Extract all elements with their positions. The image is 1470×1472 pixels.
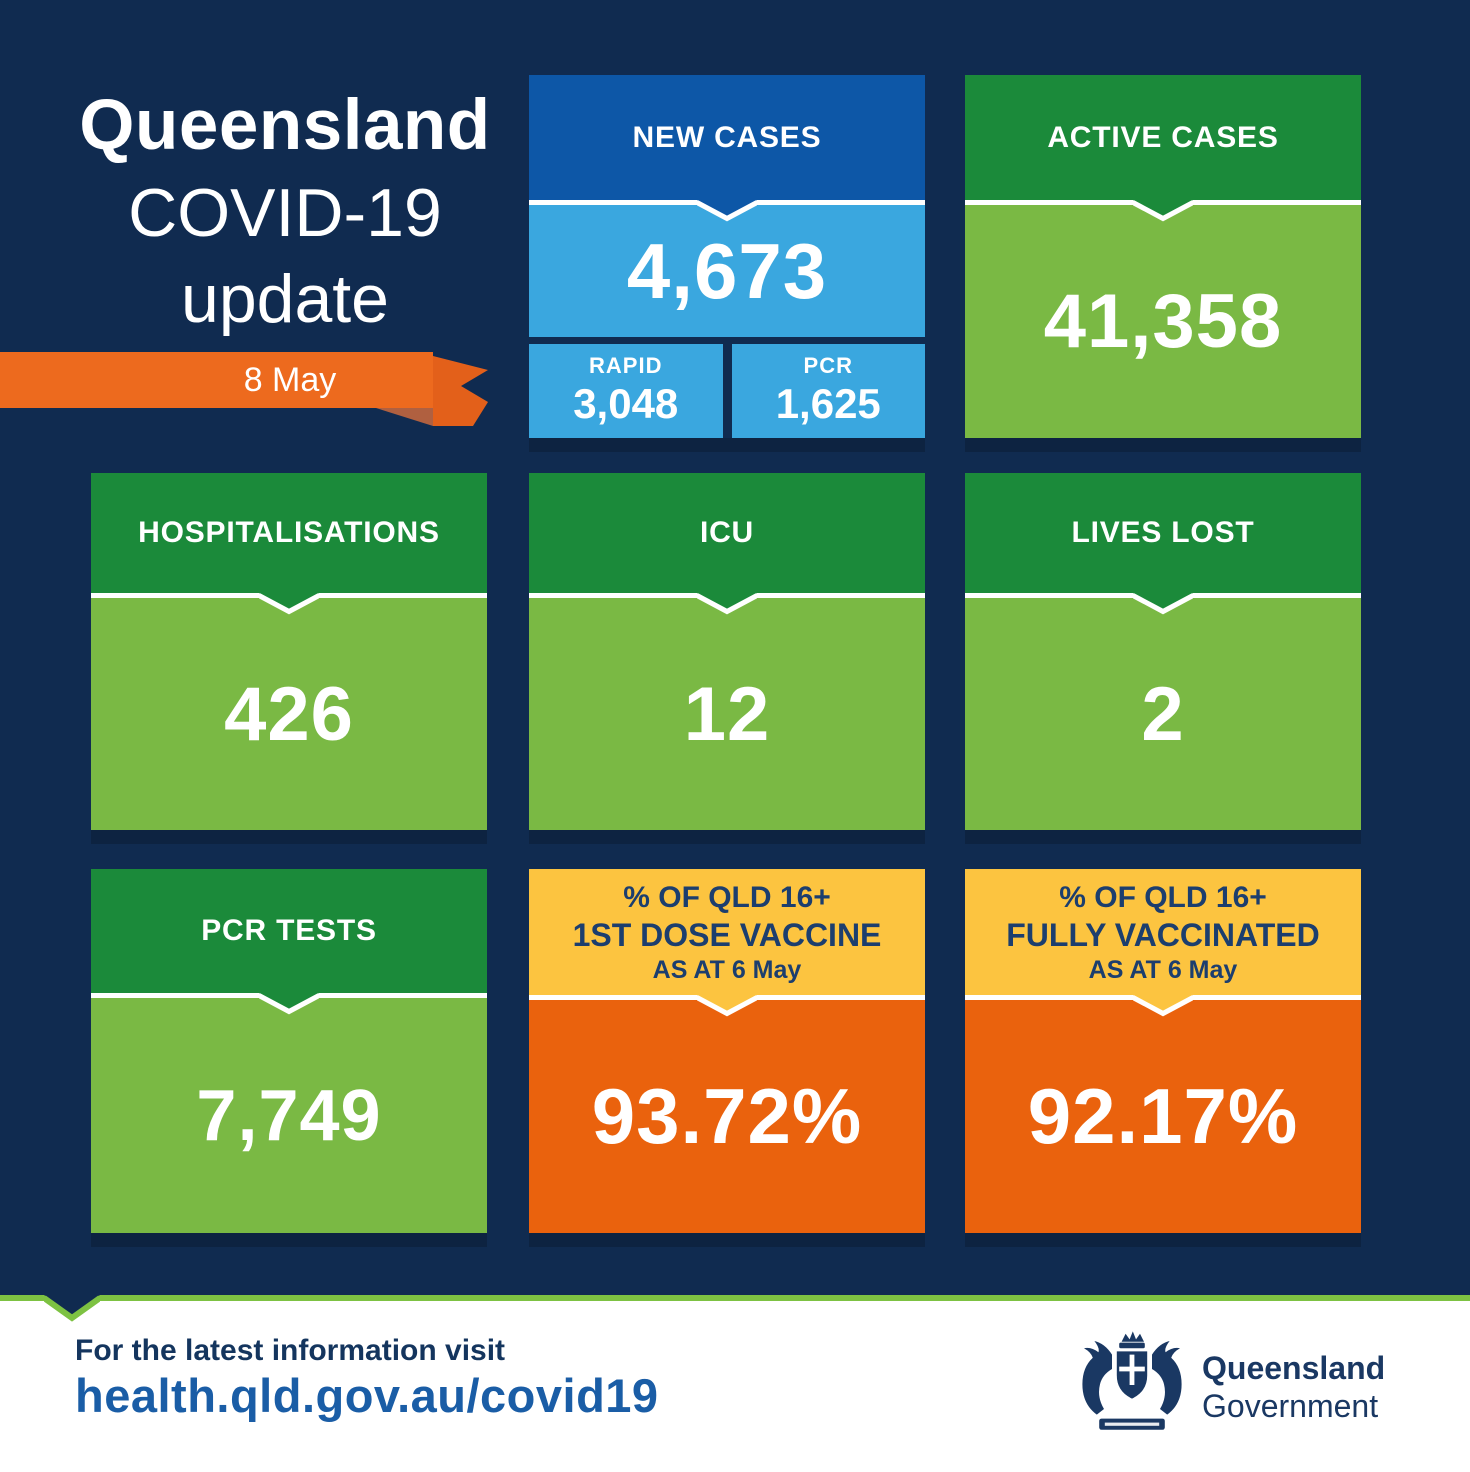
new-cases-breakdown: RAPID 3,048 PCR 1,625 — [529, 344, 925, 438]
tile-icu-title: ICU — [699, 516, 755, 549]
footer-notch-icon — [44, 1295, 100, 1322]
footer-info-text: For the latest information visit — [75, 1334, 506, 1367]
tile-new-cases-title: NEW CASES — [632, 120, 822, 154]
first-dose-title-line2: 1ST DOSE VACCINE — [572, 916, 882, 953]
tile-icu-header: ICU — [529, 473, 925, 593]
tile-new-cases: NEW CASES 4,673 RAPID 3,048 PCR 1,625 — [529, 75, 925, 438]
notch-chevron-icon — [697, 200, 757, 222]
footer — [0, 1301, 1470, 1472]
tile-hospitalisations-header: HOSPITALISATIONS — [91, 473, 487, 593]
icu-value: 12 — [683, 671, 771, 757]
fully-vaccinated-value: 92.17% — [1027, 1072, 1299, 1160]
tile-active-cases-body: 41,358 — [965, 200, 1361, 438]
logo-text: Queensland Government — [1202, 1349, 1385, 1425]
fully-vaccinated-title-line2: FULLY VACCINATED — [1006, 916, 1320, 953]
tile-active-cases-title: ACTIVE CASES — [1047, 120, 1279, 154]
first-dose-value: 93.72% — [591, 1072, 863, 1160]
tile-active-cases-header: ACTIVE CASES — [965, 75, 1361, 200]
tile-fully-vaccinated-header: % OF QLD 16+ FULLY VACCINATED AS AT 6 Ma… — [965, 869, 1361, 995]
pcr-label: PCR — [803, 353, 853, 378]
tile-pcr-tests-title: PCR TESTS — [201, 914, 377, 947]
queensland-government-logo: Queensland Government — [1080, 1325, 1410, 1445]
tile-active-cases: ACTIVE CASES 41,358 — [965, 75, 1361, 438]
tile-icu: ICU 12 — [529, 473, 925, 830]
tile-pcr-tests-body: 7,749 — [91, 993, 487, 1233]
first-dose-title-line1: % OF QLD 16+ — [623, 880, 831, 914]
notch-chevron-icon — [259, 993, 319, 1015]
footer-divider — [0, 1295, 1470, 1301]
notch-chevron-icon — [1133, 593, 1193, 615]
new-cases-value: 4,673 — [626, 226, 828, 315]
logo-queensland-label: Queensland — [1202, 1350, 1386, 1386]
notch-chevron-icon — [1133, 995, 1193, 1017]
lives-lost-value: 2 — [1141, 671, 1185, 757]
tile-pcr-tests-header: PCR TESTS — [91, 869, 487, 993]
first-dose-title-line3: AS AT 6 May — [652, 955, 802, 984]
pcr-value: 1,625 — [775, 380, 881, 427]
tile-hospitalisations-title: HOSPITALISATIONS — [138, 516, 440, 549]
tile-fully-vaccinated: % OF QLD 16+ FULLY VACCINATED AS AT 6 Ma… — [965, 869, 1361, 1233]
tile-fully-vaccinated-body: 92.17% — [965, 995, 1361, 1233]
rapid-label: RAPID — [589, 353, 663, 378]
poster-title: Queensland COVID-19 update — [55, 82, 515, 342]
fully-vaccinated-title-line3: AS AT 6 May — [1088, 955, 1238, 984]
tile-first-dose-vaccine: % OF QLD 16+ 1ST DOSE VACCINE AS AT 6 Ma… — [529, 869, 925, 1233]
subtile-rapid: RAPID 3,048 — [529, 344, 723, 438]
notch-chevron-icon — [1133, 200, 1193, 222]
queensland-coat-of-arms-icon — [1082, 1331, 1182, 1430]
rapid-value: 3,048 — [573, 380, 679, 427]
tile-lives-lost-body: 2 — [965, 593, 1361, 830]
fully-vaccinated-title-line1: % OF QLD 16+ — [1059, 880, 1267, 914]
tile-icu-body: 12 — [529, 593, 925, 830]
date-ribbon: 8 May — [0, 352, 492, 432]
pcr-tests-value: 7,749 — [196, 1075, 382, 1156]
tile-lives-lost-title: LIVES LOST — [1071, 516, 1255, 549]
tile-first-dose-body: 93.72% — [529, 995, 925, 1233]
notch-chevron-icon — [697, 593, 757, 615]
logo-government-label: Government — [1202, 1388, 1379, 1424]
tile-pcr-tests: PCR TESTS 7,749 — [91, 869, 487, 1233]
tile-lives-lost-header: LIVES LOST — [965, 473, 1361, 593]
subtile-pcr: PCR 1,625 — [731, 344, 925, 438]
tile-hospitalisations-body: 426 — [91, 593, 487, 830]
tile-lives-lost: LIVES LOST 2 — [965, 473, 1361, 830]
title-line-update: update — [181, 261, 389, 337]
active-cases-value: 41,358 — [1043, 279, 1283, 364]
ribbon-shape-icon — [0, 352, 488, 426]
tile-first-dose-header: % OF QLD 16+ 1ST DOSE VACCINE AS AT 6 Ma… — [529, 869, 925, 995]
tile-new-cases-body: 4,673 — [529, 200, 925, 337]
hospitalisations-value: 426 — [224, 671, 354, 757]
footer-url-link: health.qld.gov.au/covid19 — [75, 1369, 659, 1422]
title-line-covid19: COVID-19 — [128, 175, 442, 251]
notch-chevron-icon — [697, 995, 757, 1017]
notch-chevron-icon — [259, 593, 319, 615]
date-label: 8 May — [243, 360, 337, 399]
title-line-queensland: Queensland — [79, 86, 491, 165]
tile-hospitalisations: HOSPITALISATIONS 426 — [91, 473, 487, 830]
tile-new-cases-header: NEW CASES — [529, 75, 925, 200]
